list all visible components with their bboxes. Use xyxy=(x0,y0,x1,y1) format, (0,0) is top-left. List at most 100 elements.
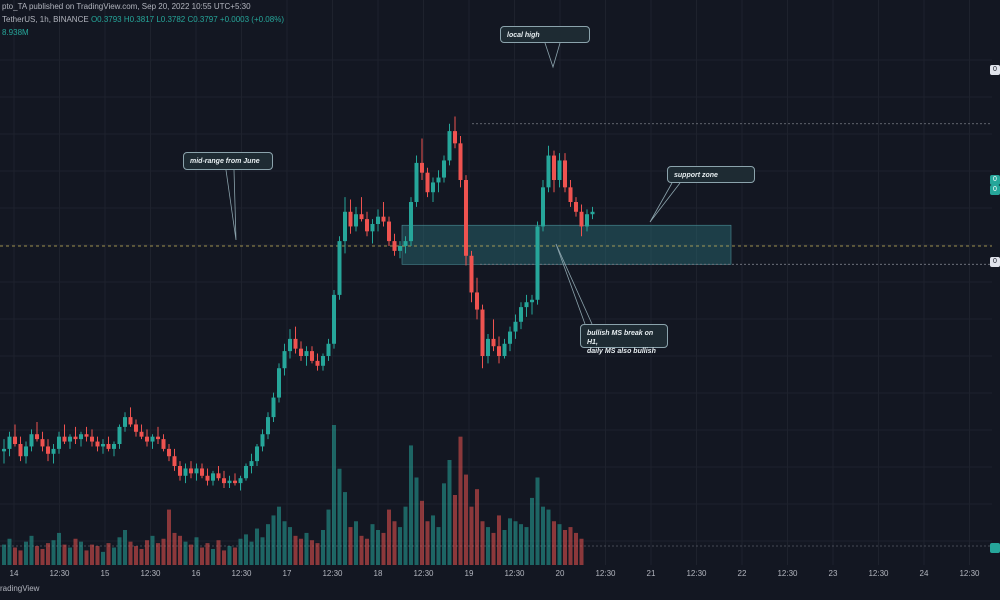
volume-bar xyxy=(491,532,496,565)
volume-bar xyxy=(90,544,94,565)
volume-bar xyxy=(519,524,523,565)
ms-break-callout[interactable]: bullish MS break on H1, daily MS also bu… xyxy=(580,324,668,355)
support-zone-box[interactable] xyxy=(401,224,732,265)
volume-bar xyxy=(167,509,171,565)
candle-body xyxy=(354,214,358,227)
volume-price-tag xyxy=(990,543,1000,553)
volume-bar xyxy=(310,540,314,565)
candle-body xyxy=(194,468,199,474)
candle-body xyxy=(211,473,215,481)
support-zone-pointer xyxy=(649,182,681,223)
volume-bar xyxy=(255,528,259,565)
candle-body xyxy=(282,351,287,369)
volume-bar xyxy=(442,483,446,565)
candle-body xyxy=(244,466,248,479)
local-high-pointer xyxy=(544,42,561,69)
volume-bar xyxy=(266,524,270,565)
volume-bar xyxy=(348,527,353,565)
volume-bar xyxy=(260,537,265,565)
support-zone-callout[interactable]: support zone xyxy=(667,166,755,183)
volume-bar xyxy=(420,500,424,565)
candle-body xyxy=(90,436,94,442)
volume-bar xyxy=(189,544,193,565)
volume-bar xyxy=(337,468,342,565)
volume-bar xyxy=(359,535,364,565)
volume-bar xyxy=(73,538,78,565)
candle-body xyxy=(491,338,496,347)
volume-bar xyxy=(183,541,188,565)
candle-body xyxy=(579,211,584,227)
local-high-callout[interactable]: local high xyxy=(500,26,590,43)
volume-bar xyxy=(409,445,413,565)
candle-body xyxy=(552,155,556,180)
volume-bar xyxy=(29,535,34,565)
volume-bar xyxy=(62,544,67,565)
volume-bar xyxy=(579,538,584,565)
candle-body xyxy=(238,478,243,484)
volume-bars xyxy=(2,425,584,565)
candle-body xyxy=(431,182,435,193)
volume-bar xyxy=(244,534,248,565)
tradingview-brand: radingView xyxy=(0,584,40,593)
volume-bar xyxy=(381,532,386,565)
candle-body xyxy=(189,468,193,474)
candle-body xyxy=(255,446,259,462)
x-tick-label: 12:30 xyxy=(868,569,889,578)
candle-body xyxy=(277,368,281,398)
volume-bar xyxy=(563,530,567,565)
volume-bar xyxy=(431,515,435,565)
x-tick-label: 23 xyxy=(829,569,838,578)
candle-body xyxy=(574,202,578,212)
volume-bar xyxy=(552,521,556,565)
volume-bar xyxy=(84,550,89,565)
volume-bar xyxy=(211,548,215,565)
candle-body xyxy=(117,426,122,444)
candle-body xyxy=(414,162,419,202)
volume-bar xyxy=(227,546,232,565)
volume-bar xyxy=(18,550,23,565)
candle-body xyxy=(497,346,501,356)
candle-body xyxy=(321,356,325,366)
mid-range-callout[interactable]: mid-range from June xyxy=(183,152,273,170)
current-price-tag: 0 xyxy=(990,175,1000,185)
candle-body xyxy=(150,436,155,442)
candle-body xyxy=(376,216,380,224)
volume-bar xyxy=(486,527,490,565)
candle-body xyxy=(40,439,45,447)
x-tick-label: 17 xyxy=(283,569,292,578)
local-high-text: local high xyxy=(507,32,540,39)
countdown-tag: 0 xyxy=(990,185,1000,195)
candle-body xyxy=(46,446,50,454)
candle-body xyxy=(227,480,232,484)
candle-body xyxy=(409,202,413,242)
mid-range-text: mid-range from June xyxy=(190,158,260,165)
candle-body xyxy=(530,299,534,303)
candle-body xyxy=(585,214,589,227)
volume-bar xyxy=(150,535,155,565)
volume-bar xyxy=(178,535,182,565)
volume-bar xyxy=(475,489,479,565)
x-tick-label: 12:30 xyxy=(322,569,343,578)
volume-bar xyxy=(414,477,419,565)
volume-bar xyxy=(161,538,166,565)
candle-body xyxy=(216,473,221,479)
volume-bar xyxy=(249,541,254,565)
volume-bar xyxy=(172,532,177,565)
candle-body xyxy=(35,434,39,440)
volume-bar xyxy=(370,524,375,565)
x-tick-label: 12:30 xyxy=(595,569,616,578)
volume-bar xyxy=(156,543,160,565)
grid xyxy=(0,0,992,565)
candle-body xyxy=(403,241,408,246)
volume-bar xyxy=(40,548,45,565)
candle-body xyxy=(233,480,237,484)
volume-bar xyxy=(51,540,56,565)
volume-bar xyxy=(123,530,127,565)
volume-bar xyxy=(2,544,6,565)
x-tick-label: 24 xyxy=(920,569,929,578)
candle-body xyxy=(79,434,83,440)
candle-body xyxy=(84,434,89,437)
callout-pointers xyxy=(225,42,681,325)
